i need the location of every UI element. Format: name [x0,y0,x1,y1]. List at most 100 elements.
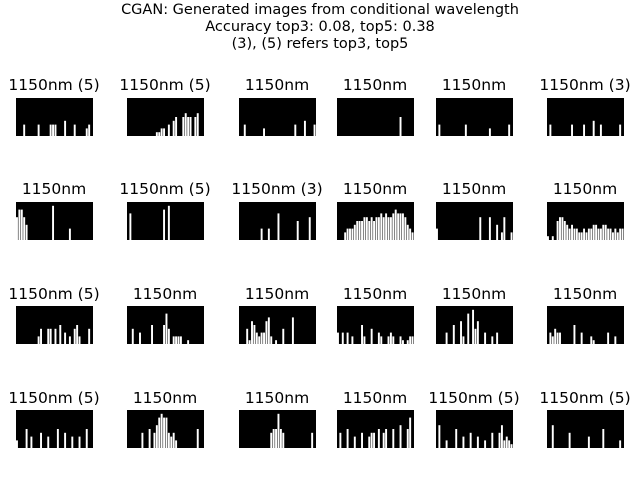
intensity-bar [78,436,80,448]
intensity-bar [594,224,597,240]
intensity-bar [167,205,170,240]
panel-title: 1150nm [441,285,507,303]
intensity-bar [606,228,609,240]
intensity-bar [391,429,394,448]
intensity-bar [577,232,580,240]
intensity-bar [174,336,177,344]
intensity-bar [160,413,163,448]
generated-image-panel [336,410,414,448]
intensity-bar [401,340,404,344]
intensity-bar [601,224,604,240]
intensity-bar [162,417,165,448]
spectrum-image [399,117,401,136]
intensity-bar [162,209,165,240]
intensity-bar [592,224,595,240]
intensity-bar [510,232,513,240]
intensity-bar [379,213,382,240]
intensity-bar [565,224,568,240]
intensity-bar [461,336,464,344]
intensity-bar [377,332,380,344]
intensity-bar [556,332,559,344]
intensity-bar [582,228,585,240]
intensity-bar [250,321,253,344]
intensity-bar [186,117,189,136]
intensity-bar [589,336,592,344]
intensity-bar [558,332,561,344]
intensity-bar [63,120,66,136]
intensity-bar [474,328,476,344]
intensity-bar [39,328,42,344]
intensity-bar [382,217,385,240]
intensity-bar [498,432,500,448]
intensity-bar [346,429,349,448]
intensity-bar [274,429,277,448]
generated-image-panel [435,306,513,344]
intensity-bar [599,228,602,240]
intensity-bar [411,232,414,240]
intensity-bar [160,128,163,136]
generated-image-panel [238,98,316,136]
intensity-bar [502,217,505,240]
intensity-bar [152,432,155,448]
intensity-bar [308,217,311,240]
intensity-bar [346,332,349,344]
generated-image-panel [15,306,93,344]
intensity-bar [568,432,571,448]
generated-image-panel [238,202,316,240]
intensity-bar [568,228,571,240]
intensity-bar [68,336,71,344]
intensity-bar [495,332,498,344]
intensity-bar [502,440,505,448]
intensity-bar [495,224,498,240]
intensity-bar [303,120,306,136]
panel-title: 1150nm (5) [119,180,211,198]
intensity-bar [310,432,313,448]
intensity-bar [387,336,389,344]
intensity-bar [63,332,66,344]
intensity-bar [162,325,165,344]
intensity-bar [360,432,363,448]
spectrum-image [128,205,170,240]
panel-title: 1150nm (5) [8,285,100,303]
intensity-bar [348,228,351,240]
intensity-bar [490,432,493,448]
intensity-bar [279,429,282,448]
intensity-bar [350,336,353,344]
intensity-bar [500,232,503,240]
intensity-bar [257,336,260,344]
intensity-bar [454,429,457,448]
intensity-bar [606,332,609,344]
spectrum-image [22,120,90,136]
intensity-bar [73,124,76,136]
intensity-bar [384,213,387,240]
intensity-bar [360,325,363,344]
intensity-bar [358,221,361,240]
intensity-bar [338,432,341,448]
intensity-bar [597,228,599,240]
generated-image-panel [435,202,513,240]
generated-image-panel [126,306,204,344]
intensity-bar [370,432,373,448]
spectrum-image [243,120,316,136]
figure-title-line-1: CGAN: Generated images from conditional … [121,2,519,18]
intensity-bar [585,232,587,240]
intensity-bar [399,425,401,448]
intensity-bar [193,117,196,136]
intensity-bar [618,440,621,448]
intensity-bar [87,124,90,136]
intensity-bar [572,228,575,240]
intensity-bar [184,113,187,136]
intensity-bar [370,328,373,344]
intensity-bar [78,336,80,344]
intensity-bar [572,325,575,344]
intensity-bar [248,340,251,344]
intensity-bar [51,205,54,240]
intensity-bar [296,221,299,240]
intensity-bar [399,336,401,344]
intensity-bar [353,436,356,448]
generated-image-panel [336,202,414,240]
generated-image-panel [435,98,513,136]
spectrum-image [437,425,513,448]
intensity-bar [68,228,71,240]
generated-image-panel [238,410,316,448]
